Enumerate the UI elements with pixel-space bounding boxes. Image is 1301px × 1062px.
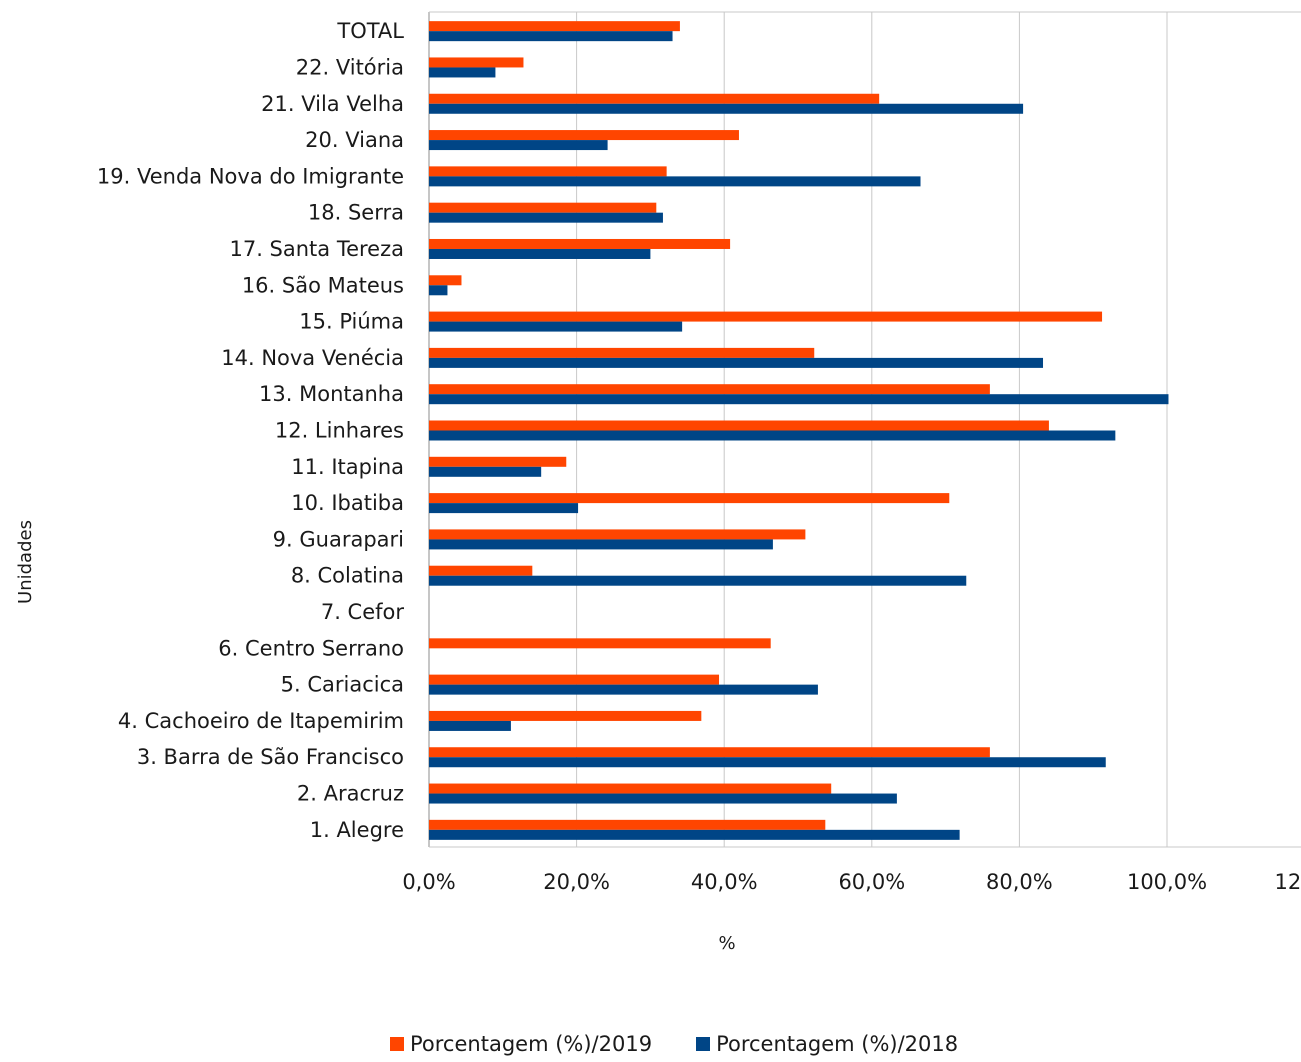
category-label: 13. Montanha — [259, 382, 404, 406]
x-tick-label: 60,0% — [838, 870, 905, 894]
category-label: 12. Linhares — [275, 419, 404, 443]
x-tick-label: 80,0% — [986, 870, 1053, 894]
x-tick-label: 120,0% — [1275, 870, 1301, 894]
bar-2019 — [429, 57, 524, 68]
bar-2018 — [429, 67, 496, 78]
bar-2018 — [429, 31, 673, 42]
x-axis-title: % — [718, 933, 735, 954]
bar-2019 — [429, 202, 657, 213]
x-tick-label: 0,0% — [402, 870, 455, 894]
x-tick-label: 40,0% — [691, 870, 758, 894]
bar-2018 — [429, 212, 663, 223]
x-tick-labels: 0,0% 20,0% 40,0% 60,0% 80,0% 100,0% 120,0% — [402, 870, 1301, 894]
category-label: 18. Serra — [308, 201, 404, 225]
bar-2019 — [429, 674, 720, 685]
bar-2018 — [429, 503, 579, 514]
category-label: 15. Piúma — [299, 310, 404, 334]
legend-label-2018: Porcentagem (%)/2018 — [716, 1032, 959, 1056]
legend-item-2019: Porcentagem (%)/2019 — [390, 1032, 652, 1056]
category-label: 11. Itapina — [291, 455, 404, 479]
category-label: 5. Cariacica — [281, 673, 404, 697]
bar-2019 — [429, 21, 680, 32]
bar-2019 — [429, 420, 1049, 431]
category-label: 7. Cefor — [321, 600, 405, 624]
bar-2018 — [429, 684, 818, 695]
bar-2019 — [429, 238, 731, 249]
category-label: 21. Vila Velha — [261, 92, 404, 116]
legend: Porcentagem (%)/2019 Porcentagem (%)/201… — [390, 1032, 958, 1056]
bar-2019 — [429, 529, 806, 540]
category-label: 14. Nova Venécia — [221, 346, 404, 370]
category-label: 4. Cachoeiro de Itapemirim — [118, 709, 404, 733]
bar-2018 — [429, 285, 448, 296]
category-label: 6. Centro Serrano — [218, 636, 404, 660]
category-label: 20. Viana — [305, 128, 404, 152]
bar-2018 — [429, 430, 1116, 441]
bar-2019 — [429, 819, 826, 830]
x-tick-label: 100,0% — [1127, 870, 1207, 894]
legend-label-2019: Porcentagem (%)/2019 — [410, 1032, 653, 1056]
bar-2019 — [429, 93, 880, 104]
category-label: 1. Alegre — [310, 818, 404, 842]
category-label: 16. São Mateus — [242, 273, 404, 297]
bar-2019 — [429, 347, 815, 358]
bar-2019 — [429, 565, 533, 576]
x-tick-label: 20,0% — [543, 870, 610, 894]
bar-2018 — [429, 757, 1106, 768]
category-label: 9. Guarapari — [273, 527, 404, 551]
category-label: 3. Barra de São Francisco — [137, 745, 404, 769]
bar-2018 — [429, 720, 511, 731]
bar-2018 — [429, 321, 683, 332]
bar-2018 — [429, 176, 921, 187]
bar-2018 — [429, 140, 608, 151]
bar-2019 — [429, 130, 739, 141]
bar-2018 — [429, 103, 1024, 114]
bar-2019 — [429, 166, 667, 177]
legend-swatch-2019 — [390, 1037, 404, 1051]
bar-2019 — [429, 493, 950, 504]
bar-2018 — [429, 575, 967, 586]
bar-2019 — [429, 456, 567, 467]
bar-2018 — [429, 394, 1169, 405]
category-label: 17. Santa Tereza — [229, 237, 404, 261]
category-label: 8. Colatina — [291, 564, 404, 588]
y-axis-title: Unidades — [15, 520, 36, 604]
category-labels: TOTAL 22. Vitória 21. Vila Velha 20. Viana 1… — [97, 19, 404, 842]
bar-2018 — [429, 793, 897, 804]
bar-2019 — [429, 747, 990, 758]
bar-2019 — [429, 710, 702, 721]
bar-2018 — [429, 357, 1044, 368]
bar-2019 — [429, 783, 832, 794]
legend-swatch-2018 — [696, 1037, 711, 1051]
category-label: 2. Aracruz — [297, 782, 404, 806]
category-label: 10. Ibatiba — [291, 491, 404, 515]
bar-2019 — [429, 311, 1103, 322]
category-label: 19. Venda Nova do Imigrante — [97, 164, 404, 188]
bar-2018 — [429, 539, 773, 550]
category-label: 22. Vitória — [296, 55, 404, 79]
bar-2018 — [429, 466, 542, 477]
bar-2018 — [429, 829, 960, 840]
bars — [429, 21, 1169, 840]
bar-2019 — [429, 384, 990, 395]
bar-2019 — [429, 638, 771, 649]
bar-2018 — [429, 248, 651, 259]
legend-item-2018: Porcentagem (%)/2018 — [696, 1032, 958, 1056]
category-label: TOTAL — [336, 19, 404, 43]
bar-2019 — [429, 275, 462, 286]
